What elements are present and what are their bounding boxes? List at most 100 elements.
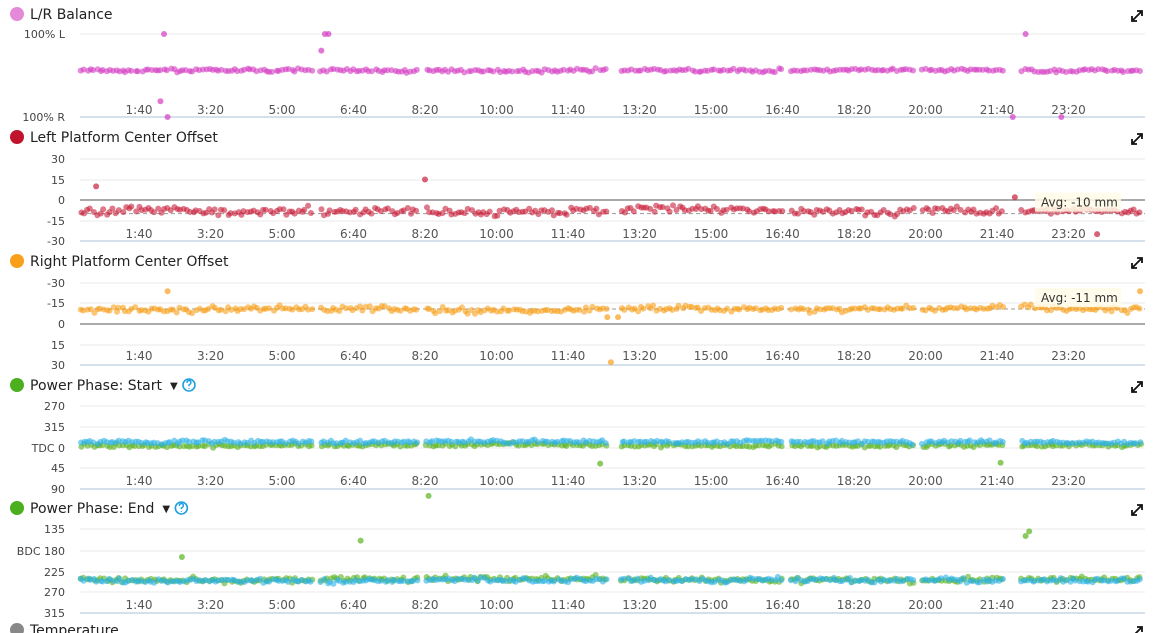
x-tick-label: 10:00 [479,598,514,612]
data-point [309,67,316,74]
data-point [333,440,340,447]
x-tick-label: 3:20 [197,227,224,241]
y-tick-label: 100% L [24,28,66,41]
expand-icon[interactable] [1131,381,1143,393]
data-point [230,439,237,446]
points [77,528,1143,587]
expand-icon[interactable] [1133,626,1143,633]
x-tick-label: 18:20 [837,227,872,241]
data-point [280,206,287,213]
data-point [621,306,628,313]
dropdown-caret-icon[interactable]: ▼ [170,381,178,392]
x-tick-label: 5:00 [269,103,296,117]
data-point [800,306,807,313]
x-tick-label: 3:20 [197,349,224,363]
x-tick-label: 1:40 [126,227,153,241]
data-point [321,576,328,583]
data-point [413,66,420,73]
y-tick-label: -15 [47,297,65,310]
panel-title: L/R Balance [30,7,113,23]
data-point [137,578,144,585]
x-tick-label: 18:20 [837,474,872,488]
data-point [439,303,446,310]
x-tick-label: 18:20 [837,598,872,612]
data-point [704,439,711,446]
data-point [266,578,273,585]
x-tick-label: 10:00 [479,103,514,117]
data-point [1011,194,1018,201]
data-point [90,67,97,74]
x-tick-label: 13:20 [622,227,657,241]
points [78,436,1145,499]
data-point [464,310,471,317]
data-point [227,210,234,217]
data-point [439,210,446,217]
x-tick-label: 11:40 [551,349,586,363]
help-icon[interactable] [182,378,196,392]
data-point [597,460,604,467]
x-tick-label: 8:20 [412,349,439,363]
data-point [128,67,135,74]
data-point [1058,114,1065,120]
data-point [307,210,314,217]
data-point [1085,578,1092,585]
expand-icon[interactable] [1131,504,1143,516]
data-point [957,437,964,444]
data-point [91,309,98,316]
data-point [755,442,762,449]
data-point [819,438,826,445]
data-point [576,306,583,313]
data-point [720,66,727,73]
data-point [665,438,672,445]
data-point [409,577,416,584]
data-point [173,309,180,316]
data-point [1022,533,1029,539]
expand-icon[interactable] [1131,133,1143,145]
data-point [550,578,557,585]
x-tick-label: 6:40 [340,349,367,363]
data-point [257,211,264,218]
data-point [768,438,775,445]
data-point [742,67,749,74]
x-tick-label: 18:20 [837,103,872,117]
expand-icon[interactable] [1131,10,1143,22]
data-point [934,205,941,212]
x-tick-label: 1:40 [126,103,153,117]
data-point [999,575,1006,582]
data-point [910,576,917,583]
data-point [1024,577,1031,584]
dropdown-caret-icon[interactable]: ▼ [162,504,170,515]
data-point [659,204,666,211]
x-tick-label: 21:40 [980,598,1015,612]
data-point [80,577,87,584]
data-point [778,438,785,445]
y-tick-label: 45 [51,462,65,475]
help-icon[interactable] [174,501,189,515]
x-tick-label: 21:40 [980,103,1015,117]
x-tick-label: 3:20 [197,474,224,488]
data-point [746,208,753,215]
data-point [1137,439,1144,446]
data-point [563,211,570,218]
panel-title: Temperature [29,623,119,633]
x-tick-label: 13:20 [622,474,657,488]
data-point [602,66,609,73]
x-tick-label: 16:40 [765,598,800,612]
data-point [918,440,925,447]
data-point [603,208,610,215]
data-point [554,438,561,445]
panel-title: Power Phase: End [30,501,154,517]
data-point [285,578,292,585]
data-point [116,575,123,582]
expand-icon[interactable] [1131,257,1143,269]
data-point [647,205,654,212]
data-point [414,439,421,446]
series-color-dot [10,501,24,515]
data-point [413,207,420,214]
data-point [426,306,433,313]
panel-left-pco: Left Platform Center Offset 30 15 0 -15 -30 1:… [10,130,1145,248]
x-tick-label: 20:00 [908,227,943,241]
data-point [215,212,222,219]
data-point [778,66,785,73]
data-point [189,310,196,317]
